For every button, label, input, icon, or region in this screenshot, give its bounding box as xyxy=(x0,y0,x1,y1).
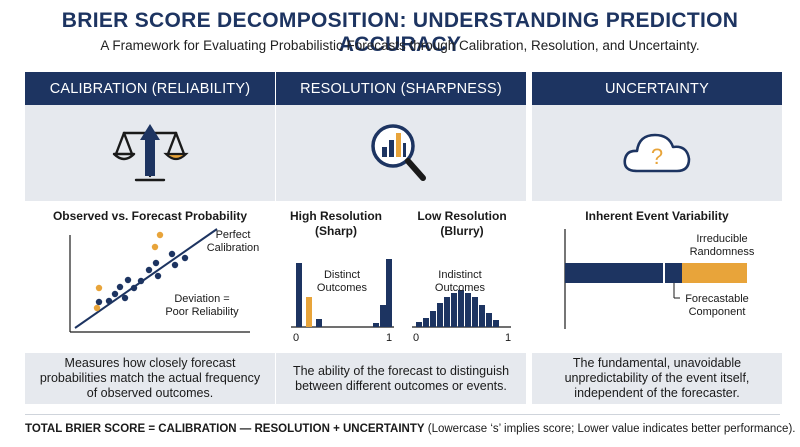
cloud-question-icon: ? xyxy=(623,133,691,173)
calibration-panel: CALIBRATION (RELIABILITY) Observed vs. F… xyxy=(25,72,275,404)
perfect-calibration-label: Perfect Calibration xyxy=(206,229,260,254)
formula-text: TOTAL BRIER SCORE = CALIBRATION — RESOLU… xyxy=(25,423,425,435)
indistinct-outcomes-label: Indistinct Outcomes xyxy=(434,269,486,294)
forecastable-segment xyxy=(682,263,747,283)
data-point xyxy=(116,283,124,291)
histogram-bar xyxy=(423,318,429,327)
high-resolution-title: High Resolution (Sharp) xyxy=(290,209,382,238)
data-point xyxy=(152,259,160,267)
uncertainty-chart-title: Inherent Event Variability xyxy=(585,209,729,223)
data-point xyxy=(137,277,145,285)
calibration-chart xyxy=(69,228,250,333)
magnifier-chart-icon xyxy=(371,124,426,181)
uncertainty-panel: UNCERTAINTY ? Inherent Event Variability… xyxy=(532,72,782,404)
histogram-bar xyxy=(493,320,499,327)
uncertainty-description: The fundamental, unavoidable unpredictab… xyxy=(532,353,782,404)
formula-note: (Lowercase ‘s’ implies score; Lower valu… xyxy=(424,423,796,435)
deviation-point xyxy=(93,304,101,312)
data-point xyxy=(95,298,103,306)
histogram-bar xyxy=(306,297,312,327)
irreducible-segment xyxy=(565,263,682,283)
histogram-bar xyxy=(316,319,322,327)
histogram-bar xyxy=(380,305,386,327)
histogram-bar xyxy=(465,293,471,327)
histogram-bar xyxy=(430,311,436,327)
histogram-bar xyxy=(472,297,478,327)
data-point xyxy=(171,261,179,269)
histogram-bar xyxy=(479,305,485,327)
resolution-panel: RESOLUTION (SHARPNESS) High Resolution (… xyxy=(276,72,526,404)
data-point xyxy=(168,250,176,258)
data-point xyxy=(111,290,119,298)
data-point xyxy=(105,297,113,305)
histogram-bar xyxy=(386,259,392,327)
resolution-heading: RESOLUTION (SHARPNESS) xyxy=(276,72,526,105)
data-point xyxy=(124,276,132,284)
svg-text:?: ? xyxy=(651,144,663,169)
low-axis-max: 1 xyxy=(504,332,512,344)
histogram-bar xyxy=(296,263,302,327)
data-point xyxy=(121,294,129,302)
data-point xyxy=(181,254,189,262)
calibration-chart-title: Observed vs. Forecast Probability xyxy=(52,209,248,223)
data-point xyxy=(130,284,138,292)
histogram-bar xyxy=(416,322,422,327)
high-axis-min: 0 xyxy=(292,332,300,344)
page-title: BRIER SCORE DECOMPOSITION: UNDERSTANDING… xyxy=(61,9,739,56)
low-resolution-title: Low Resolution (Blurry) xyxy=(417,209,507,238)
page-subtitle: A Framework for Evaluating Probabilistic… xyxy=(100,38,700,53)
deviation-point xyxy=(95,284,103,292)
variability-bar xyxy=(564,229,747,329)
deviation-label: Deviation = Poor Reliability xyxy=(165,293,239,318)
uncertainty-heading: UNCERTAINTY xyxy=(532,72,782,105)
data-point xyxy=(145,266,153,274)
histogram-bar xyxy=(458,290,464,327)
forecastable-component-label: Forecastable Component xyxy=(685,293,749,318)
irreducible-randomness-label: Irreducible Randomness xyxy=(689,233,755,258)
balance-scale-icon xyxy=(112,124,189,182)
formula-footer: TOTAL BRIER SCORE = CALIBRATION — RESOLU… xyxy=(25,423,795,435)
histogram-bar xyxy=(486,313,492,327)
footer-divider xyxy=(25,414,780,415)
distinct-outcomes-label: Distinct Outcomes xyxy=(316,269,368,294)
histogram-bar xyxy=(373,323,379,327)
perfect-calibration-line xyxy=(74,228,218,329)
data-point xyxy=(154,272,162,280)
deviation-point xyxy=(151,243,159,251)
histogram-bar xyxy=(451,293,457,327)
calibration-heading: CALIBRATION (RELIABILITY) xyxy=(25,72,275,105)
deviation-point xyxy=(156,231,164,239)
calibration-description: Measures how closely forecast probabilit… xyxy=(25,353,275,404)
low-axis-min: 0 xyxy=(412,332,420,344)
histogram-bar xyxy=(444,297,450,327)
high-axis-max: 1 xyxy=(385,332,393,344)
resolution-description: The ability of the forecast to distingui… xyxy=(276,353,526,404)
histogram-bar xyxy=(437,303,443,327)
resolution-histograms xyxy=(291,259,511,328)
